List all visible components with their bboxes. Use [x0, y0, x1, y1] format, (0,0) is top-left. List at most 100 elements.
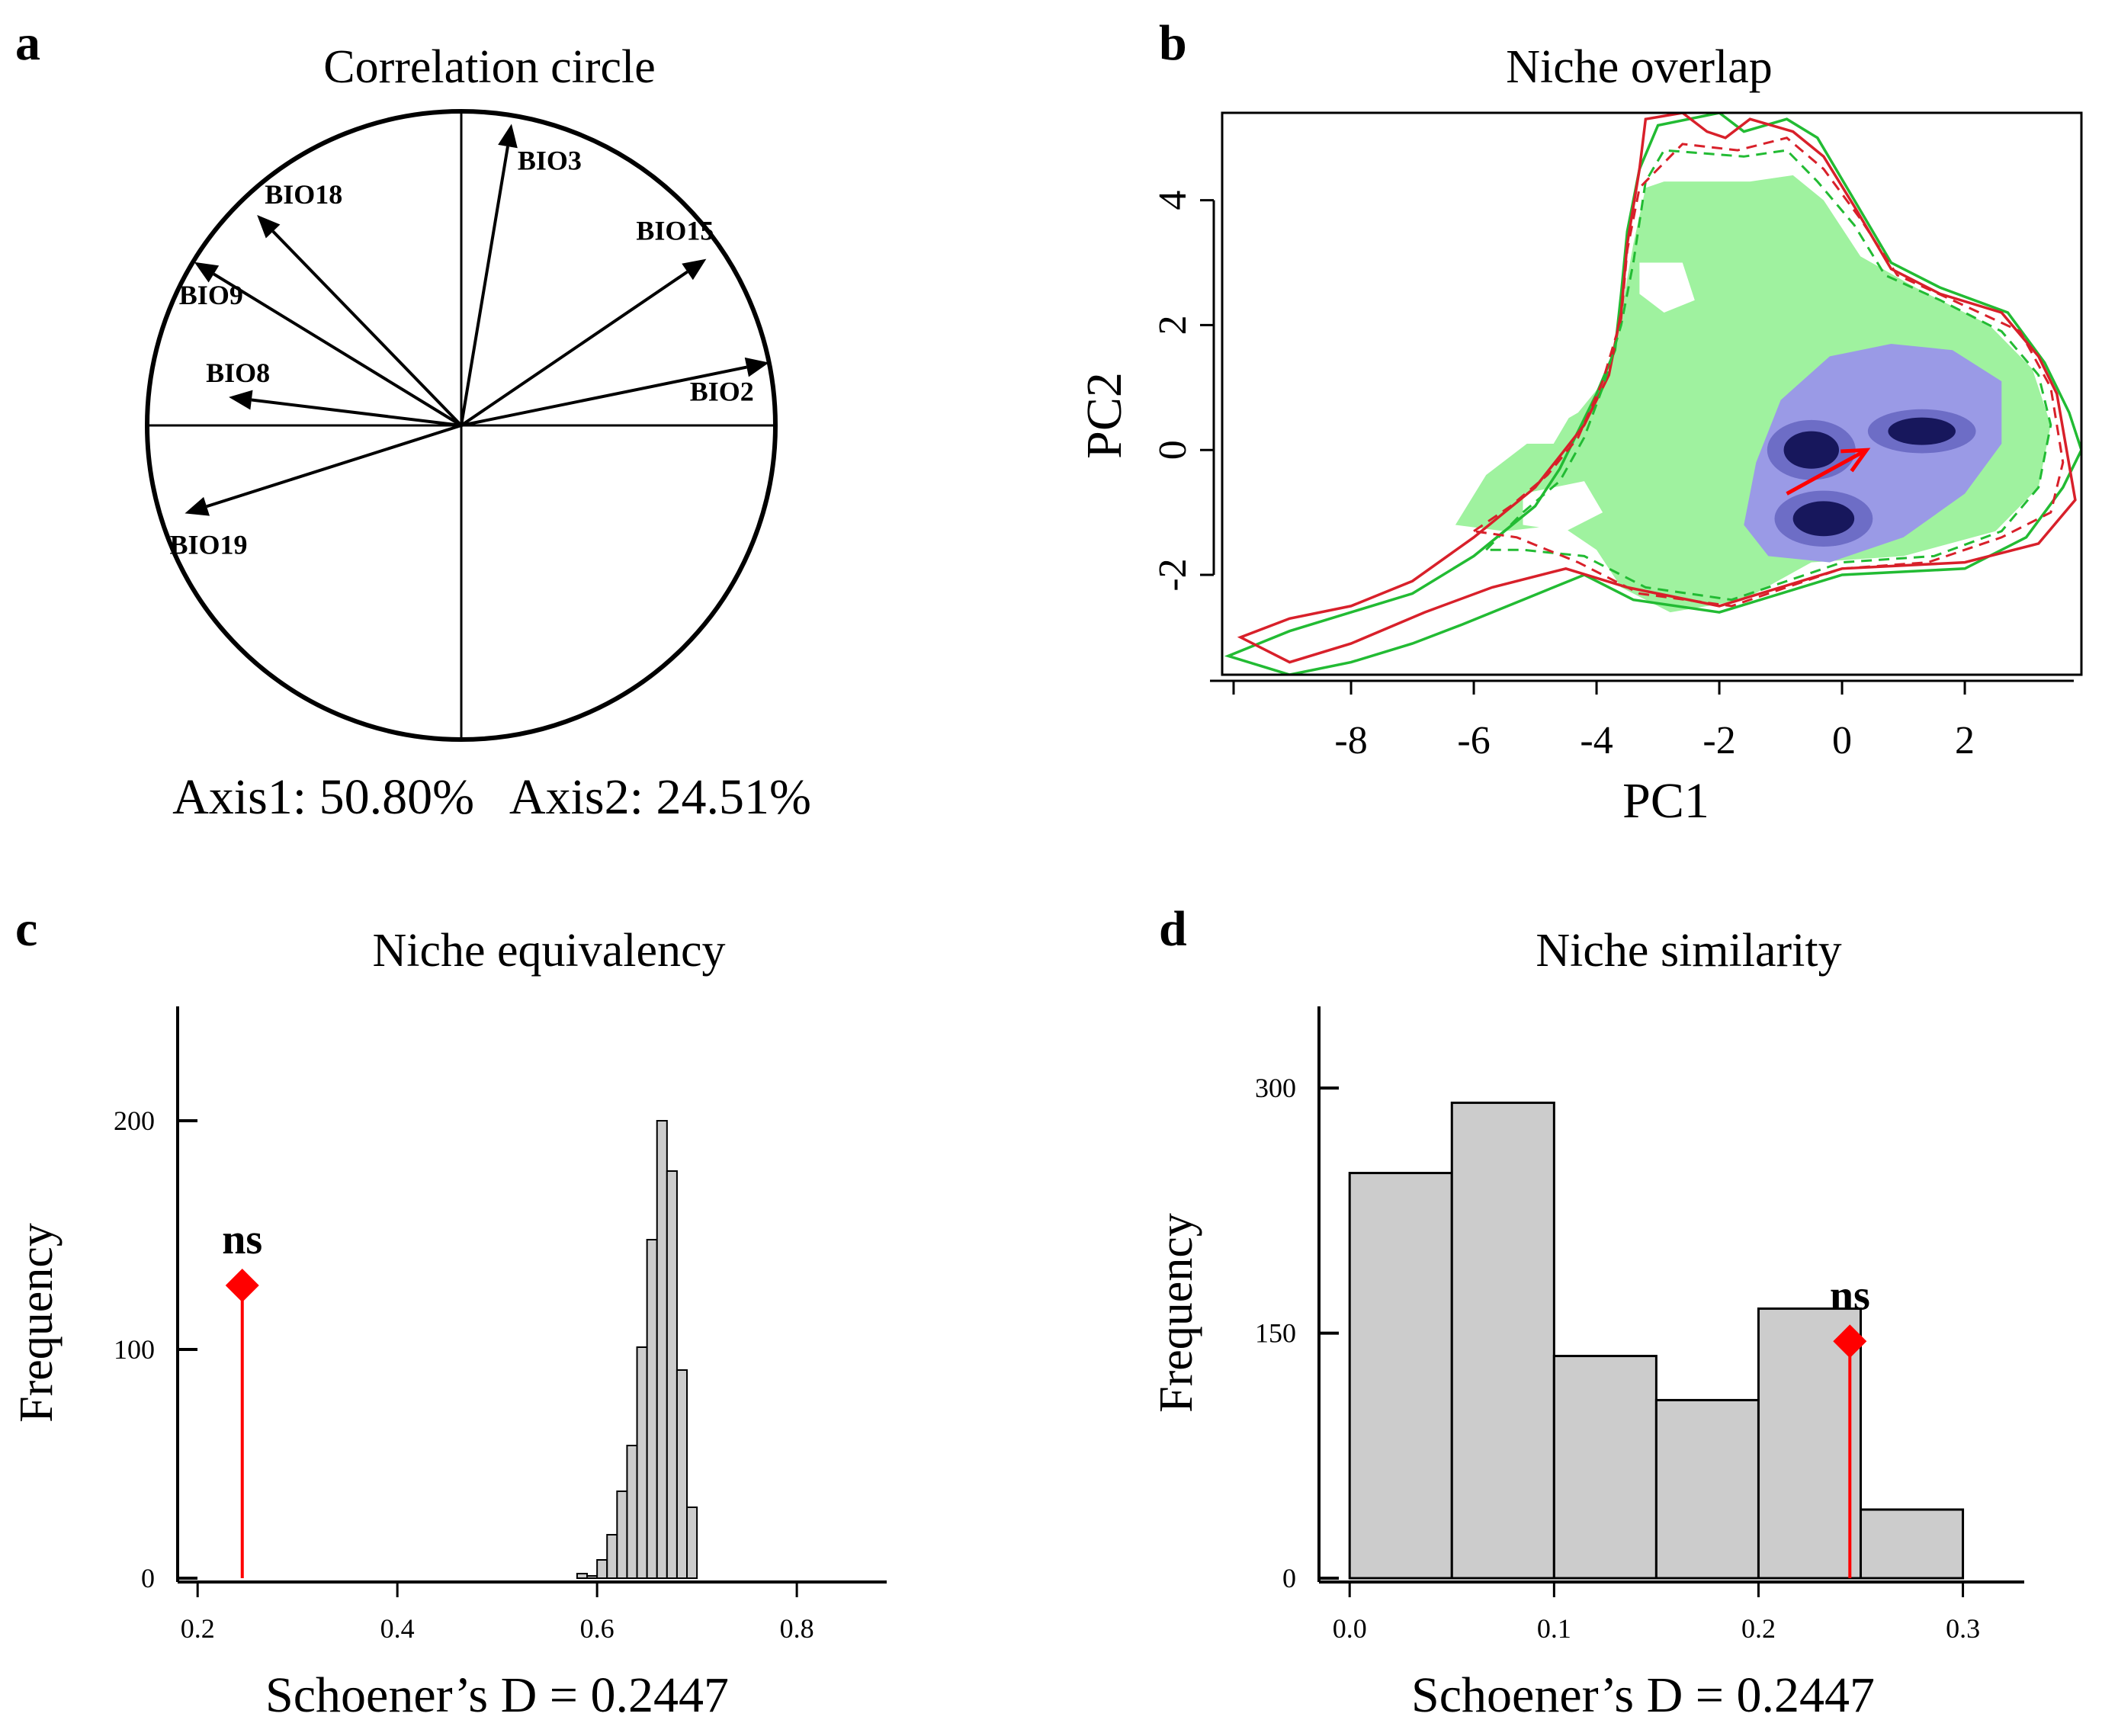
niche-y-tick-label: 4 — [1151, 191, 1195, 210]
vector-bio3 — [460, 146, 509, 426]
histogram-bar — [676, 1369, 688, 1579]
panel-d-niche-similarity: d Niche similarity 0 150 300 0.0 0.1 0.2 0.3 ns… — [1150, 901, 2024, 1723]
vector-arrowhead-bio9 — [194, 262, 220, 283]
hist-x-tick-label: 0.2 — [181, 1613, 215, 1644]
observed-diamond-marker — [225, 1269, 259, 1302]
hist-x-tick-label: 0.6 — [580, 1613, 615, 1644]
niche-plot-frame — [1221, 111, 2083, 676]
histogram-bar — [646, 1239, 658, 1579]
hist-x-tick-label: 0.8 — [780, 1613, 814, 1644]
hist-x-tick-label: 0.2 — [1741, 1613, 1776, 1644]
vector-bio2 — [461, 365, 747, 427]
histogram-bar — [636, 1346, 648, 1579]
histogram-bar — [666, 1170, 678, 1579]
panel-a-axis-label: Axis1: 50.80% Axis2: 24.51% — [172, 769, 811, 825]
panel-d-title: Niche similarity — [1536, 925, 1841, 977]
panel-b-title: Niche overlap — [1506, 41, 1772, 93]
hist-y-tick-label: 150 — [1255, 1318, 1296, 1349]
niche-x-tick-label: -8 — [1334, 719, 1367, 762]
hist-y-tick-label: 0 — [1282, 1563, 1296, 1593]
niche-density-dark-1 — [1792, 501, 1855, 537]
vector-bio18 — [271, 230, 463, 427]
vector-bio8 — [251, 398, 462, 427]
panel-d-letter: d — [1159, 901, 1187, 957]
hist-y-tick-label: 100 — [114, 1334, 155, 1365]
niche-x-tick-label: 2 — [1955, 719, 1975, 762]
niche-red-inner — [1470, 136, 2065, 608]
histogram-bar — [586, 1575, 599, 1579]
histogram-bar — [606, 1534, 618, 1579]
hist-y-tick-label: 300 — [1255, 1073, 1296, 1103]
hist-x-tick-label: 0.3 — [1946, 1613, 1980, 1644]
niche-plot-area — [1224, 113, 2081, 675]
histogram-bar — [656, 1120, 668, 1579]
histogram-bar — [1757, 1307, 1863, 1580]
vector-arrowhead-bio8 — [229, 390, 253, 410]
vector-label-bio15: BIO15 — [636, 216, 714, 246]
niche-y-tick-label: 0 — [1151, 440, 1195, 460]
significance-label: ns — [1830, 1272, 1870, 1319]
vector-bio9 — [213, 272, 463, 427]
panel-d-ylabel: Frequency — [1150, 1213, 1202, 1413]
panel-b-letter: b — [1159, 15, 1187, 71]
panel-c-ylabel: Frequency — [11, 1223, 63, 1423]
histogram-bar — [1450, 1101, 1555, 1580]
niche-shift-arrow — [1786, 448, 1868, 496]
panel-a-letter: a — [15, 15, 40, 71]
histogram-bar — [1552, 1355, 1658, 1580]
histogram-bar — [686, 1507, 698, 1579]
panel-a-correlation-circle: a Correlation circle BIO3BIO15BIO2BIO18B… — [15, 15, 811, 825]
vector-label-bio9: BIO9 — [179, 280, 243, 310]
niche-density-dark-2 — [1888, 417, 1956, 445]
histogram-bar — [626, 1445, 638, 1579]
panel-c-niche-equivalency: c Niche equivalency 0 100 200 0.2 0.4 0.6 0.8 n… — [11, 901, 887, 1723]
niche-shift-arrowhead — [1840, 448, 1871, 473]
vector-bio19 — [206, 424, 462, 509]
niche-y-tick-label: 2 — [1151, 315, 1195, 335]
hist-x-tick-label: 0.0 — [1333, 1613, 1367, 1644]
panel-b-niche-overlap: b Niche overlap -8 -6 -4 -2 0 2 -2 0 2 4 PC1 PC2 — [1077, 15, 2083, 829]
vector-arrowhead-bio3 — [498, 124, 518, 149]
vector-arrowhead-bio2 — [744, 357, 769, 377]
niche-axes: -8 -6 -4 -2 0 2 -2 0 2 4 — [1151, 191, 2074, 762]
panel-a-title: Correlation circle — [323, 41, 656, 93]
histogram-bar — [1654, 1398, 1760, 1580]
panel-c-title: Niche equivalency — [372, 925, 725, 977]
vector-group: BIO3 BIO15 BIO2 BIO18 BIO9 BIO8 BIO19 — [169, 124, 769, 560]
niche-white-hole-0 — [1639, 262, 1695, 313]
niche-x-tick-label: 0 — [1832, 719, 1852, 762]
vector-label-bio3: BIO3 — [518, 145, 582, 175]
vector-bio15 — [460, 270, 688, 427]
histogram-bar — [616, 1491, 628, 1579]
panel-b-xlabel: PC1 — [1622, 773, 1709, 829]
histogram-bar — [596, 1559, 608, 1579]
niche-green-inner — [1483, 149, 2052, 602]
niche-x-tick-label: -6 — [1457, 719, 1490, 762]
panel-d-xlabel: Schoener’s D = 0.2447 — [1411, 1667, 1875, 1723]
vector-label-bio2: BIO2 — [690, 377, 754, 407]
vector-label-bio8: BIO8 — [206, 358, 270, 388]
histogram-d: 0 150 300 0.0 0.1 0.2 0.3 ns — [1255, 1006, 2024, 1644]
histogram-c: 0 100 200 0.2 0.4 0.6 0.8 ns — [114, 1006, 887, 1644]
niche-white-hole-1 — [1486, 393, 1572, 444]
niche-x-tick-label: -2 — [1702, 719, 1735, 762]
vector-label-bio19: BIO19 — [169, 529, 247, 560]
histogram-bar — [1348, 1172, 1453, 1580]
niche-green-envelope — [1224, 113, 2081, 675]
niche-y-tick-label: -2 — [1151, 558, 1195, 591]
panel-b-ylabel: PC2 — [1077, 372, 1132, 459]
hist-y-tick-label: 0 — [141, 1563, 155, 1593]
vector-arrowhead-bio15 — [682, 258, 707, 281]
vector-arrowhead-bio18 — [257, 214, 281, 239]
vector-arrowhead-bio19 — [185, 496, 210, 516]
hist-y-tick-label: 200 — [114, 1105, 155, 1136]
hist-x-tick-label: 0.4 — [380, 1613, 415, 1644]
hist-x-tick-label: 0.1 — [1537, 1613, 1571, 1644]
vector-label-bio18: BIO18 — [265, 179, 342, 210]
panel-c-letter: c — [15, 901, 37, 957]
observed-diamond-marker — [1833, 1324, 1867, 1359]
niche-x-tick-label: -4 — [1580, 719, 1613, 762]
panel-c-xlabel: Schoener’s D = 0.2447 — [265, 1667, 729, 1723]
histogram-bar — [1860, 1508, 1965, 1580]
